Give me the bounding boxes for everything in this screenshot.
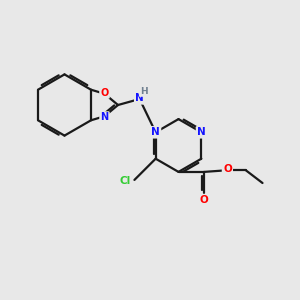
- Text: Cl: Cl: [120, 176, 131, 185]
- Text: O: O: [100, 88, 109, 98]
- Text: N: N: [135, 93, 144, 103]
- Text: N: N: [100, 112, 109, 122]
- Text: H: H: [140, 87, 148, 96]
- Text: N: N: [151, 127, 160, 137]
- Text: N: N: [197, 127, 206, 137]
- Text: O: O: [223, 164, 232, 174]
- Text: O: O: [200, 195, 208, 205]
